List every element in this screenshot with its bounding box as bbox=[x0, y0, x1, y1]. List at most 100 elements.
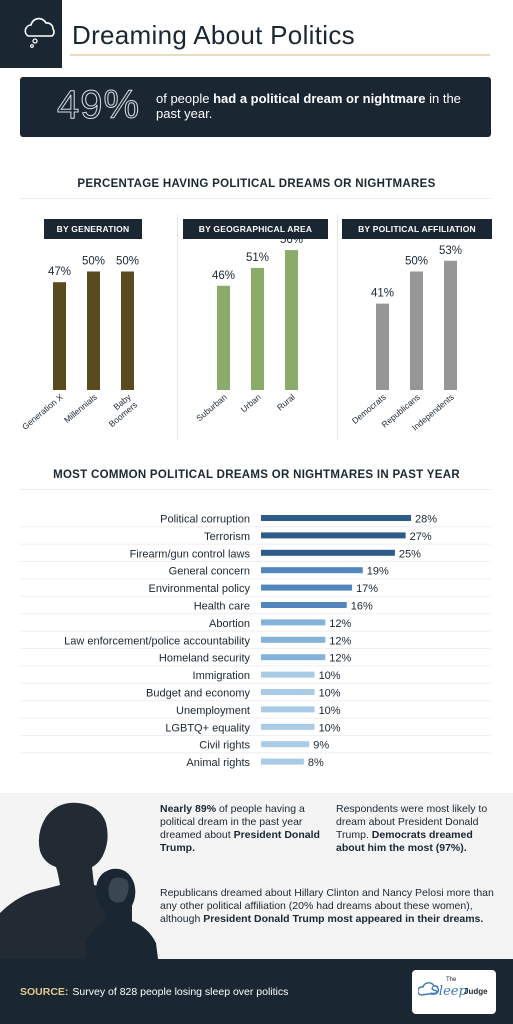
hbar-category-label: Budget and economy bbox=[146, 688, 250, 700]
stat-text-suffix: in the past year. bbox=[156, 91, 461, 121]
hbar-category-label: Immigration bbox=[193, 670, 250, 682]
cloud-logo-icon bbox=[418, 982, 440, 996]
hbar-13 bbox=[261, 741, 310, 748]
source-text: Survey of 828 people losing sleep over p… bbox=[72, 986, 289, 998]
section-divider bbox=[20, 489, 491, 490]
hbar-value-label: 28% bbox=[415, 514, 437, 526]
hbar-12 bbox=[261, 723, 315, 730]
hbar-value-label: 8% bbox=[308, 757, 324, 769]
quote-democrats: Respondents were most likely to dream ab… bbox=[336, 803, 496, 855]
hbar-value-label: 10% bbox=[319, 688, 341, 700]
bar-value-label: 50% bbox=[82, 256, 105, 268]
bar-category-label: Generation X bbox=[20, 392, 65, 432]
bar-category-label: Millennials bbox=[62, 392, 99, 425]
bar-value-label: 56% bbox=[280, 234, 303, 246]
panel-tag-geography: BY GEOGRAPHICAL AREA bbox=[183, 219, 328, 239]
bar-0-2 bbox=[121, 271, 134, 390]
quote1-bold-start: Nearly 89% bbox=[160, 803, 217, 815]
quote1-bold-end: President Donald Trump. bbox=[160, 829, 320, 854]
hbar-category-label: General concern bbox=[169, 566, 250, 578]
hbar-7 bbox=[261, 636, 326, 643]
hbar-5 bbox=[261, 602, 347, 608]
headline-stat-text: of people had a political dream or night… bbox=[156, 91, 476, 121]
headline-stat: 49% of people had a political dream or n… bbox=[20, 77, 491, 137]
hbar-value-label: 12% bbox=[329, 653, 351, 665]
hbar-value-label: 17% bbox=[356, 583, 378, 595]
panel-divider bbox=[177, 214, 178, 440]
sleep-judge-logo[interactable]: The Sleep Judge bbox=[412, 970, 496, 1014]
bar-1-0 bbox=[217, 285, 230, 390]
hbar-value-label: 27% bbox=[410, 531, 432, 543]
panel-tag-generation: BY GENERATION bbox=[44, 219, 142, 239]
quote3-bold: President Donald Trump most appeared in … bbox=[203, 913, 484, 925]
panel-divider bbox=[337, 214, 338, 440]
header-accent bbox=[0, 0, 62, 68]
hbar-category-label: Civil rights bbox=[199, 740, 250, 752]
hbar-4 bbox=[261, 584, 353, 591]
logo-the: The bbox=[446, 977, 457, 983]
bar-1-1 bbox=[251, 267, 264, 390]
quote2-text: Respondents were most likely to dream ab… bbox=[336, 803, 488, 841]
hbar-value-label: 10% bbox=[319, 670, 341, 682]
source-line: SOURCE: Survey of 828 people losing sleep… bbox=[20, 986, 288, 998]
hbar-6 bbox=[261, 619, 326, 626]
hbar-category-label: Health care bbox=[194, 601, 250, 613]
hbar-0 bbox=[261, 515, 411, 521]
quote2-bold: Democrats dreamed about him the most (97… bbox=[336, 829, 473, 854]
quote1-text: of people having a political dream in th… bbox=[160, 803, 305, 841]
stat-text-prefix: of people bbox=[156, 91, 214, 106]
logo-judge: Judge bbox=[464, 987, 488, 996]
hbar-14 bbox=[261, 758, 304, 765]
section-divider bbox=[20, 198, 491, 199]
bar-category-label: Suburban bbox=[194, 392, 229, 424]
stat-text-bold: had a political dream or nightmare bbox=[213, 91, 426, 106]
hbar-category-label: Firearm/gun control laws bbox=[130, 548, 251, 560]
logo-sleep: Sleep bbox=[430, 984, 467, 999]
bar-2-1 bbox=[410, 271, 423, 390]
cloud-dream-icon bbox=[24, 17, 55, 48]
hbar-category-label: Environmental policy bbox=[149, 583, 251, 595]
bar-value-label: 41% bbox=[371, 288, 394, 300]
quote-trump-89: Nearly 89% of people having a political … bbox=[160, 803, 320, 855]
hbar-category-label: Unemployment bbox=[176, 705, 250, 717]
hbar-3 bbox=[261, 567, 363, 574]
hbar-8 bbox=[261, 654, 326, 661]
quote-republicans: Republicans dreamed about Hillary Clinto… bbox=[160, 887, 495, 926]
hbar-category-label: Animal rights bbox=[186, 757, 250, 769]
hbar-value-label: 10% bbox=[319, 705, 341, 717]
bar-category-label: Urban bbox=[239, 392, 263, 415]
title-underline bbox=[70, 54, 490, 56]
headline-stat-number: 49% bbox=[56, 83, 141, 128]
hbar-value-label: 12% bbox=[329, 618, 351, 630]
hbar-2 bbox=[261, 549, 395, 556]
vertical-bar-charts: 47% Generation X 50% Millennials 50% BabyBoom… bbox=[20, 234, 462, 433]
hbar-1 bbox=[261, 532, 406, 539]
quote3-text: Republicans dreamed about Hillary Clinto… bbox=[160, 887, 494, 925]
hbar-category-label: Abortion bbox=[209, 618, 250, 630]
bar-category-label: BabyBoomers bbox=[100, 391, 139, 429]
politicians-silhouette bbox=[0, 802, 158, 959]
bar-2-2 bbox=[444, 260, 457, 390]
hbar-value-label: 19% bbox=[367, 566, 389, 578]
hbar-value-label: 25% bbox=[399, 548, 421, 560]
bar-1-2 bbox=[285, 250, 298, 390]
bar-0-1 bbox=[87, 271, 100, 390]
source-label: SOURCE: bbox=[20, 986, 69, 998]
page-title: Dreaming About Politics bbox=[72, 20, 355, 50]
bar-0-0 bbox=[53, 282, 66, 390]
panel-tag-affiliation: BY POLITICAL AFFILIATION bbox=[342, 219, 492, 239]
bar-value-label: 47% bbox=[48, 266, 71, 278]
hbar-value-label: 16% bbox=[351, 601, 373, 613]
bar-value-label: 51% bbox=[246, 252, 269, 264]
bar-value-label: 46% bbox=[212, 270, 235, 282]
bar-2-0 bbox=[376, 303, 389, 390]
bar-category-label: Rural bbox=[275, 392, 297, 413]
bar-value-label: 50% bbox=[116, 256, 139, 268]
bar-value-label: 50% bbox=[405, 256, 428, 268]
section-title-common-dreams: MOST COMMON POLITICAL DREAMS OR NIGHTMAR… bbox=[53, 469, 460, 481]
hbar-10 bbox=[261, 689, 315, 695]
hbar-value-label: 10% bbox=[319, 722, 341, 734]
hbar-9 bbox=[261, 671, 315, 678]
hbar-category-label: Homeland security bbox=[159, 653, 251, 665]
hbar-category-label: Political corruption bbox=[160, 514, 250, 526]
